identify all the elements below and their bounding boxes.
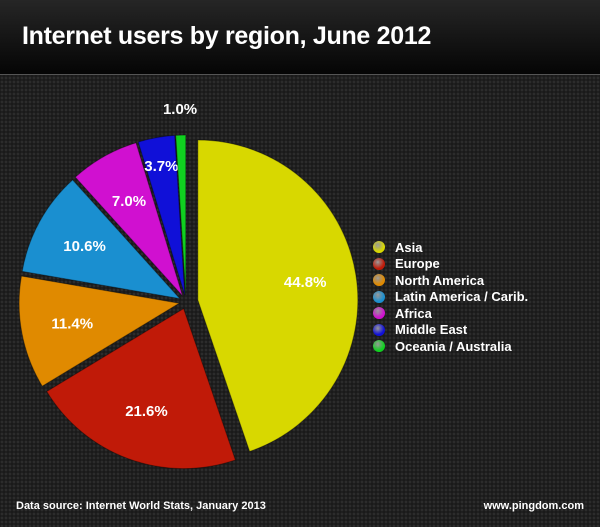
legend-swatch-icon	[373, 340, 385, 353]
website-credit: www.pingdom.com	[483, 500, 584, 512]
data-label: 1.0%	[163, 101, 197, 118]
legend-label: Africa	[395, 305, 432, 321]
data-label: 11.4%	[51, 315, 93, 332]
pie-slice-latin-america-carib-	[21, 179, 182, 300]
legend-swatch-icon	[373, 307, 385, 320]
legend-label: North America	[395, 272, 485, 288]
legend-label: Asia	[395, 239, 423, 255]
pie-slice-asia	[197, 139, 359, 453]
legend-item: Latin America / Carib.	[373, 289, 528, 306]
legend-label: Latin America / Carib.	[395, 289, 529, 305]
chart-title: Internet users by region, June 2012	[22, 22, 432, 50]
legend-swatch-icon	[373, 241, 385, 254]
legend-label: Oceania / Australia	[395, 338, 512, 354]
data-label: 3.7%	[144, 158, 178, 175]
legend-item: North America	[373, 272, 528, 289]
legend-label: Middle East	[395, 322, 468, 338]
pie-slice-middle-east	[137, 134, 186, 296]
legend-label: Europe	[395, 256, 440, 272]
legend: Asia Europe North America Latin America / C…	[373, 239, 528, 355]
pie-slice-europe	[46, 307, 237, 470]
legend-swatch-icon	[373, 257, 385, 270]
title-bar: Internet users by region, June 2012	[0, 0, 600, 75]
data-source: Data source: Internet World Stats, Janua…	[16, 500, 266, 512]
legend-item: Europe	[373, 256, 528, 273]
data-label: 7.0%	[112, 193, 146, 210]
legend-item: Oceania / Australia	[373, 338, 528, 355]
pie-slice-north-america	[18, 275, 181, 387]
pie-slice-oceania-australia	[175, 134, 187, 296]
legend-item: Africa	[373, 305, 528, 322]
legend-item: Middle East	[373, 322, 528, 339]
legend-item: Asia	[373, 239, 528, 256]
legend-swatch-icon	[373, 290, 385, 303]
data-label: 10.6%	[63, 238, 106, 255]
data-label: 44.8%	[284, 274, 327, 291]
legend-swatch-icon	[373, 274, 385, 287]
legend-swatch-icon	[373, 323, 385, 336]
data-label: 21.6%	[125, 403, 168, 420]
pie-slice-africa	[74, 142, 184, 297]
